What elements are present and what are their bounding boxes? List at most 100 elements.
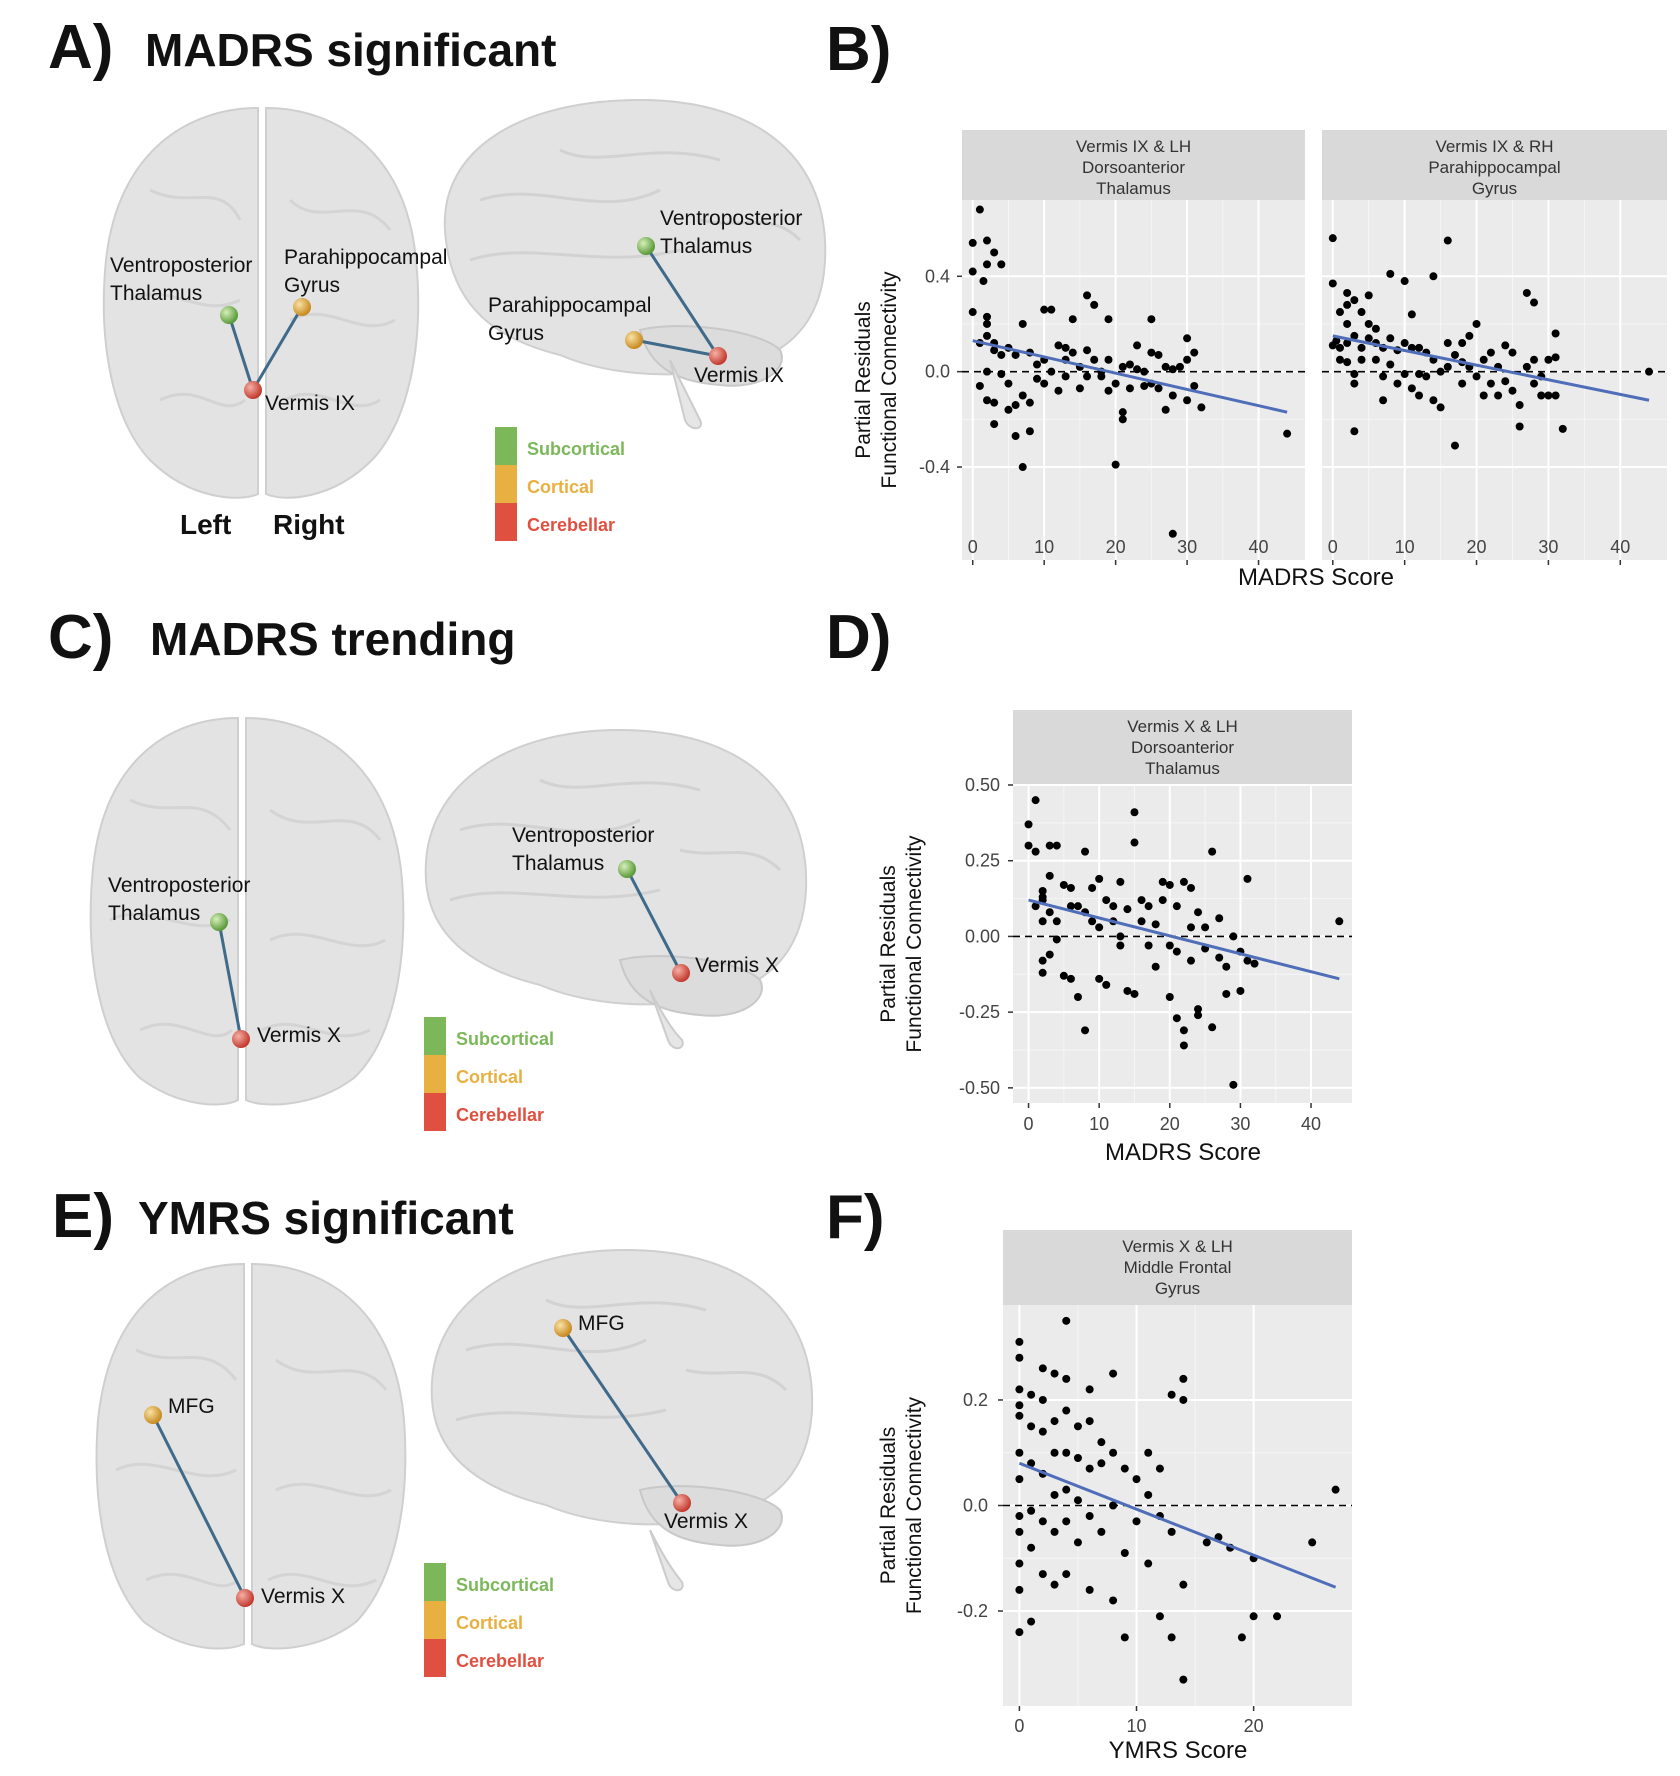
data-point (1125, 384, 1134, 393)
data-point (1194, 1011, 1203, 1020)
data-point (1237, 1633, 1246, 1642)
data-point (1175, 362, 1184, 371)
legend-cortical: Cortical (527, 477, 594, 497)
data-point (1015, 1527, 1024, 1536)
data-point (1415, 343, 1424, 352)
data-point (1109, 1369, 1118, 1378)
data-point (1158, 877, 1167, 886)
data-point (1095, 923, 1104, 932)
y-tick-label: 0.4 (925, 266, 950, 286)
data-point (1050, 1527, 1059, 1536)
data-point (1436, 403, 1445, 412)
data-point (1073, 1454, 1082, 1463)
data-point (1364, 334, 1373, 343)
x-tick-label: 0 (968, 537, 978, 557)
data-point (1350, 296, 1359, 305)
data-point (990, 420, 999, 429)
data-point (997, 350, 1006, 359)
data-point (1544, 391, 1553, 400)
data-point (983, 312, 992, 321)
x-tick-label: 0 (1328, 537, 1338, 557)
data-point (1015, 1337, 1024, 1346)
data-point (1379, 372, 1388, 381)
data-point (1045, 871, 1054, 880)
data-point (1085, 1585, 1094, 1594)
vermis-node-e (236, 1589, 254, 1607)
data-point (1118, 415, 1127, 424)
plot-panel (962, 200, 1305, 560)
strip-label: Dorsoanterior (1082, 158, 1185, 177)
y-tick-label: -0.25 (959, 1002, 1000, 1022)
data-point (1140, 367, 1149, 376)
data-point (1015, 1628, 1024, 1637)
data-point (997, 260, 1006, 269)
legend-subcortical: Subcortical (527, 439, 625, 459)
x-axis-title: MADRS Score (1105, 1139, 1261, 1166)
data-point (1179, 1580, 1188, 1589)
regression-line (1028, 898, 1340, 981)
data-point (1088, 917, 1097, 926)
facet-f-1: Vermis X & LH Middle Frontal Gyrus 0 10 20 -0.… (957, 1230, 1352, 1736)
data-point (1024, 820, 1033, 829)
data-point (1027, 1459, 1036, 1468)
panel-d-letter: D) (826, 603, 891, 672)
data-point (1371, 355, 1380, 364)
data-point (1047, 305, 1056, 314)
y-axis-title: Functional Connectivity (903, 835, 926, 1053)
data-point (1137, 896, 1146, 905)
data-point (1102, 980, 1111, 989)
vp-thalamus-node-c (210, 913, 228, 931)
data-point (1059, 880, 1068, 889)
data-point (1054, 341, 1063, 350)
data-point (1443, 236, 1452, 245)
data-point (1050, 1417, 1059, 1426)
data-point (1132, 1517, 1141, 1526)
facet-b-2: Vermis IX & RH Parahippocampal Gyrus 0 10 20 3… (1322, 130, 1667, 565)
data-point (1436, 367, 1445, 376)
data-point (1125, 360, 1134, 369)
data-point (1386, 360, 1395, 369)
data-point (990, 398, 999, 407)
data-point (1111, 379, 1120, 388)
legend-a: Subcortical Cortical Cerebellar (495, 427, 625, 541)
data-point (1371, 324, 1380, 333)
data-point (1335, 308, 1344, 317)
data-point (1068, 315, 1077, 324)
data-point (1130, 838, 1139, 847)
axial-brain-c: Ventroposterior Thalamus Vermis X (89, 716, 405, 1106)
data-point (1090, 300, 1099, 309)
data-point (1179, 1026, 1188, 1035)
data-point (1061, 343, 1070, 352)
data-point (1062, 1406, 1071, 1415)
data-point (1054, 386, 1063, 395)
facet-d-1: Vermis X & LH Dorsoanterior Thalamus 0 10 20 3… (959, 710, 1352, 1134)
data-point (1229, 1080, 1238, 1089)
x-tick-label: 30 (1230, 1114, 1250, 1134)
data-point (1551, 353, 1560, 362)
data-point (1018, 319, 1027, 328)
data-point (1335, 355, 1344, 364)
data-point (1165, 880, 1174, 889)
data-point (1118, 408, 1127, 417)
data-point (1123, 986, 1132, 995)
axial-label-vermis-c: Vermis X (257, 1024, 341, 1047)
data-point (1109, 902, 1118, 911)
x-tick-label: 0 (1024, 1114, 1034, 1134)
data-point (1144, 1490, 1153, 1499)
data-point (979, 277, 988, 286)
data-point (1407, 310, 1416, 319)
data-point (1025, 398, 1034, 407)
y-axis-title: Functional Connectivity (878, 271, 901, 489)
vermis-node-c (232, 1030, 250, 1048)
y-tick-label: 0.50 (965, 775, 1000, 795)
data-point (1104, 315, 1113, 324)
data-point (1530, 298, 1539, 307)
data-point (1062, 1374, 1071, 1383)
data-point (983, 260, 992, 269)
panel-c: C) MADRS trending Ventroposterior Thalamu… (48, 603, 808, 1131)
data-point (1167, 1390, 1176, 1399)
data-point (1273, 1612, 1282, 1621)
data-point (1537, 391, 1546, 400)
data-point (1027, 1543, 1036, 1552)
legend-c: Subcortical Cortical Cerebellar (424, 1017, 554, 1131)
